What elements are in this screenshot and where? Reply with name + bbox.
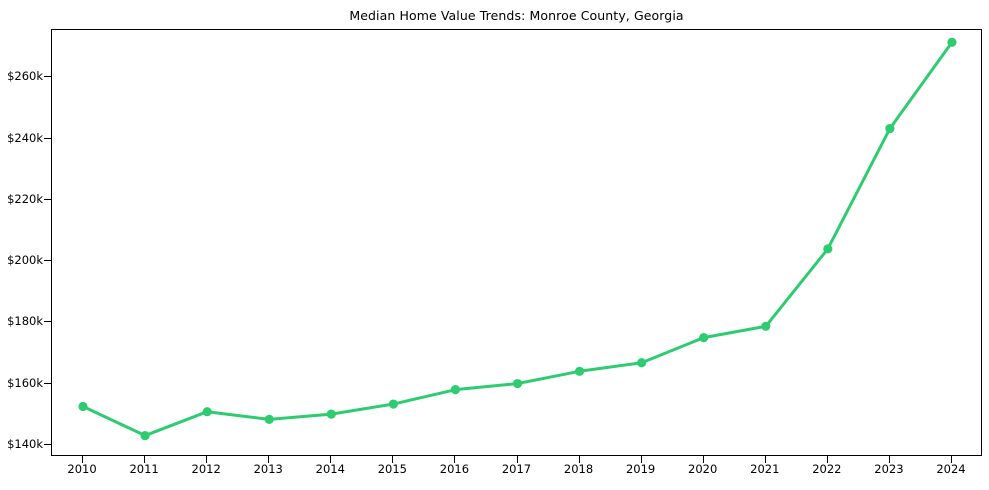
y-axis-tick-label: $240k (7, 130, 43, 145)
data-point-marker (885, 123, 895, 134)
data-point-marker (326, 409, 336, 419)
data-point-marker (699, 333, 709, 343)
line-series-svg (78, 37, 957, 441)
series-line (81, 40, 954, 438)
x-axis-tick-mark (764, 456, 766, 463)
x-axis-tick-label: 2016 (439, 462, 470, 476)
y-axis-tick-mark (44, 260, 51, 262)
x-axis-tick-mark (206, 456, 208, 463)
x-axis-tick-mark (330, 456, 332, 463)
x-axis-tick-mark (702, 456, 704, 463)
plot-area (51, 29, 982, 456)
x-axis-tick-mark (950, 456, 952, 463)
x-axis-tick-label: 2015 (377, 462, 407, 476)
x-axis-tick-label: 2024 (936, 462, 966, 476)
x-axis-tick-mark (454, 456, 456, 463)
x-axis-tick-mark (640, 456, 642, 463)
y-axis-tick-mark (44, 198, 51, 200)
y-axis-tick-mark (44, 137, 51, 139)
data-point-marker (947, 37, 957, 47)
y-axis-tick-label: $160k (7, 375, 43, 390)
x-axis-tick-label: 2010 (67, 462, 97, 476)
data-point-marker (388, 399, 398, 409)
chart-title: Median Home Value Trends: Monroe County,… (349, 8, 684, 23)
y-axis-tick-mark (44, 76, 51, 78)
y-axis-tick-mark (44, 321, 51, 323)
y-axis-tick-label: $260k (7, 69, 43, 84)
x-axis-tick-label: 2013 (253, 462, 283, 476)
y-axis-tick-label: $220k (7, 191, 43, 206)
x-axis-tick-label: 2011 (129, 462, 159, 476)
x-axis-tick-mark (144, 456, 146, 463)
y-axis-tick-label: $200k (7, 253, 43, 268)
x-axis-tick-label: 2019 (625, 462, 656, 476)
x-axis-tick-mark (82, 456, 84, 463)
data-point-marker (450, 385, 461, 395)
x-axis-tick-mark (516, 456, 518, 463)
y-axis-tick-mark (44, 382, 51, 384)
y-axis-tick-label: $140k (7, 436, 43, 451)
x-axis-tick-mark (888, 456, 890, 463)
x-axis-tick-label: 2014 (315, 462, 345, 476)
x-axis-tick-label: 2017 (501, 462, 532, 476)
x-axis-tick-mark (826, 456, 828, 463)
data-point-marker (761, 321, 771, 331)
x-axis-tick-mark (392, 456, 394, 463)
y-axis-tick-mark (44, 443, 51, 445)
data-point-marker (78, 401, 88, 412)
data-point-marker (140, 430, 150, 441)
data-point-marker (202, 407, 212, 417)
y-axis-tick-label: $180k (7, 314, 43, 329)
x-axis-tick-label: 2021 (750, 462, 780, 476)
x-axis-tick-label: 2023 (874, 462, 904, 476)
data-point-marker (637, 358, 647, 368)
data-point-marker (264, 414, 274, 424)
data-point-marker (512, 378, 523, 389)
x-axis-tick-label: 2018 (563, 462, 594, 476)
x-axis-tick-label: 2022 (812, 462, 842, 476)
data-point-marker (823, 244, 833, 254)
x-axis-tick-mark (578, 456, 580, 463)
x-axis-tick-label: 2012 (191, 462, 221, 476)
y-axis-tick-labels: $140k $160k $180k $200k $220k $240k $260k (0, 0, 43, 490)
x-axis-tick-label: 2020 (688, 462, 718, 476)
series-markers (78, 37, 957, 441)
data-point-marker (574, 366, 585, 376)
x-axis-tick-mark (268, 456, 270, 463)
